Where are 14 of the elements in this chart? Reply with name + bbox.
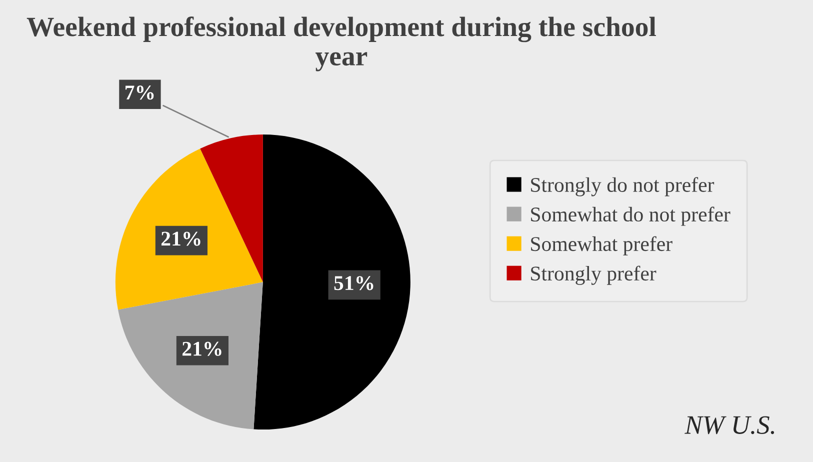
pie-slice xyxy=(115,148,263,310)
text: NW U.S. xyxy=(684,416,774,434)
data-label: 51% xyxy=(334,276,374,290)
pie-slice xyxy=(118,282,263,430)
data-label: 21% xyxy=(182,342,222,356)
legend-label: Somewhat do not prefer xyxy=(531,206,730,226)
chart-title: Weekend professional development during the school year xyxy=(26,16,656,72)
pie-slice xyxy=(254,134,410,430)
legend-label: Strongly prefer xyxy=(531,266,656,285)
legend-label: Somewhat prefer xyxy=(531,236,672,256)
pie-slice xyxy=(200,134,263,282)
data-label: 7% xyxy=(126,86,154,100)
legend-label: Strongly do not prefer xyxy=(531,177,714,196)
data-label: 21% xyxy=(161,232,200,246)
